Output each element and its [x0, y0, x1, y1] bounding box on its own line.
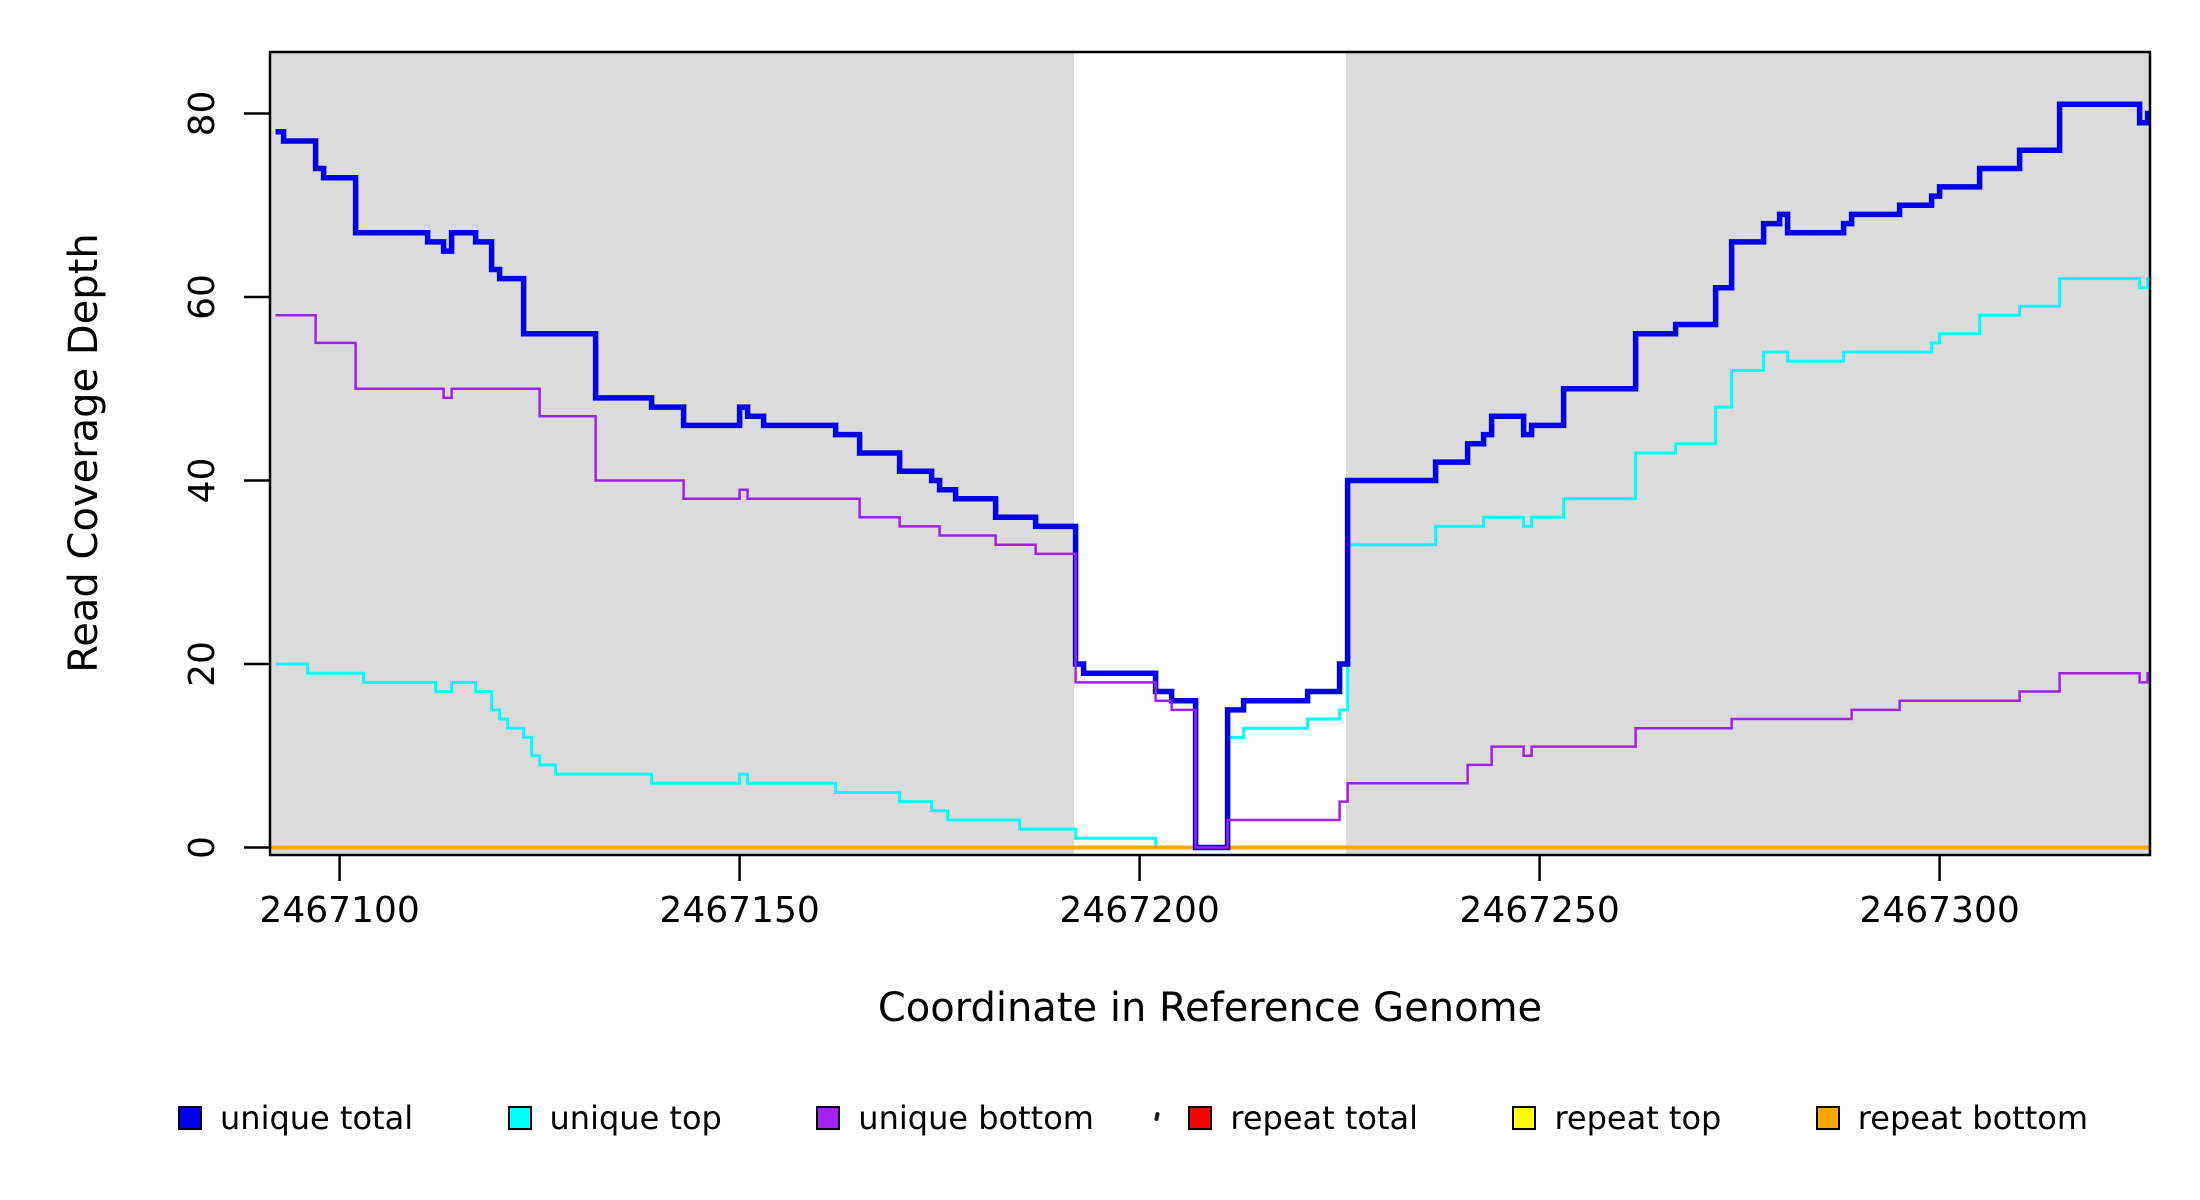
y-axis-title: Read Coverage Depth [61, 233, 107, 673]
legend-item-unique-bottom: unique bottom [816, 1099, 1094, 1137]
legend-label: repeat total [1230, 1099, 1419, 1137]
legend-swatch-unique-total [178, 1106, 202, 1130]
shaded-region-right [1346, 53, 2150, 855]
x-tick-label: 2467200 [1059, 890, 1219, 931]
x-tick-label: 2467150 [659, 890, 819, 931]
legend-swatch-unique-top [507, 1106, 532, 1130]
y-tick-label: 0 [182, 836, 223, 859]
legend-swatch-unique-bottom [816, 1106, 841, 1130]
legend-item-repeat-total: repeat total [1188, 1099, 1418, 1137]
legend-swatch-repeat-bottom [1815, 1106, 1840, 1130]
x-tick-label: 2467100 [259, 890, 419, 931]
legend-label: unique total [220, 1099, 414, 1137]
legend-label: unique top [549, 1099, 722, 1137]
y-tick-label: 80 [182, 91, 223, 137]
legend-item-unique-top: unique top [507, 1099, 722, 1137]
x-tick-label: 2467300 [1859, 890, 2019, 931]
y-tick-label: 20 [182, 641, 223, 687]
series-line-unique-top [275, 277, 2150, 849]
series-line-unique-bottom [275, 314, 2150, 849]
x-axis-title: Coordinate in Reference Genome [877, 985, 1543, 1031]
x-tick-label: 2467250 [1459, 890, 1619, 931]
y-tick-label: 60 [182, 274, 223, 320]
plot-frame [268, 50, 2152, 857]
legend-label: unique bottom [858, 1099, 1094, 1137]
shaded-region-left [270, 53, 1074, 855]
legend-swatch-repeat-top [1512, 1106, 1537, 1130]
legend-item-repeat-top: repeat top [1512, 1099, 1721, 1137]
y-tick-label: 40 [182, 458, 223, 504]
legend-item-unique-total: unique total [178, 1099, 413, 1137]
legend-label: repeat top [1554, 1099, 1722, 1137]
legend-swatch-repeat-total [1188, 1106, 1213, 1130]
legend: unique total unique top unique bottom repea… [178, 1096, 2088, 1140]
legend-item-repeat-bottom: repeat bottom [1815, 1099, 2088, 1137]
legend-label: repeat bottom [1857, 1099, 2088, 1137]
